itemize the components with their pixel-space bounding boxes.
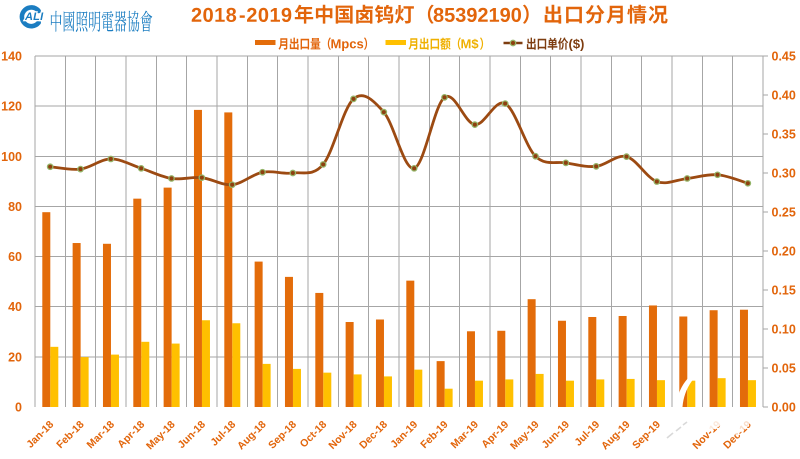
svg-text:0.00: 0.00 bbox=[772, 401, 796, 415]
svg-text:0.25: 0.25 bbox=[772, 206, 796, 220]
svg-text:80: 80 bbox=[8, 200, 22, 214]
svg-text:0: 0 bbox=[15, 401, 22, 415]
svg-text:120: 120 bbox=[1, 100, 22, 114]
svg-text:ALI: ALI bbox=[24, 11, 44, 23]
svg-text:0.35: 0.35 bbox=[772, 128, 796, 142]
svg-text:0.20: 0.20 bbox=[772, 245, 796, 259]
svg-text:0.05: 0.05 bbox=[772, 362, 796, 376]
svg-text:140: 140 bbox=[1, 50, 22, 64]
svg-text:0.15: 0.15 bbox=[772, 284, 796, 298]
svg-text:40: 40 bbox=[8, 300, 22, 314]
svg-text:60: 60 bbox=[8, 250, 22, 264]
svg-text:0.45: 0.45 bbox=[772, 50, 796, 64]
svg-text:20: 20 bbox=[8, 350, 22, 364]
svg-text:0.10: 0.10 bbox=[772, 323, 796, 337]
svg-text:0.30: 0.30 bbox=[772, 167, 796, 181]
svg-text:100: 100 bbox=[1, 150, 22, 164]
svg-text:0.40: 0.40 bbox=[772, 89, 796, 103]
